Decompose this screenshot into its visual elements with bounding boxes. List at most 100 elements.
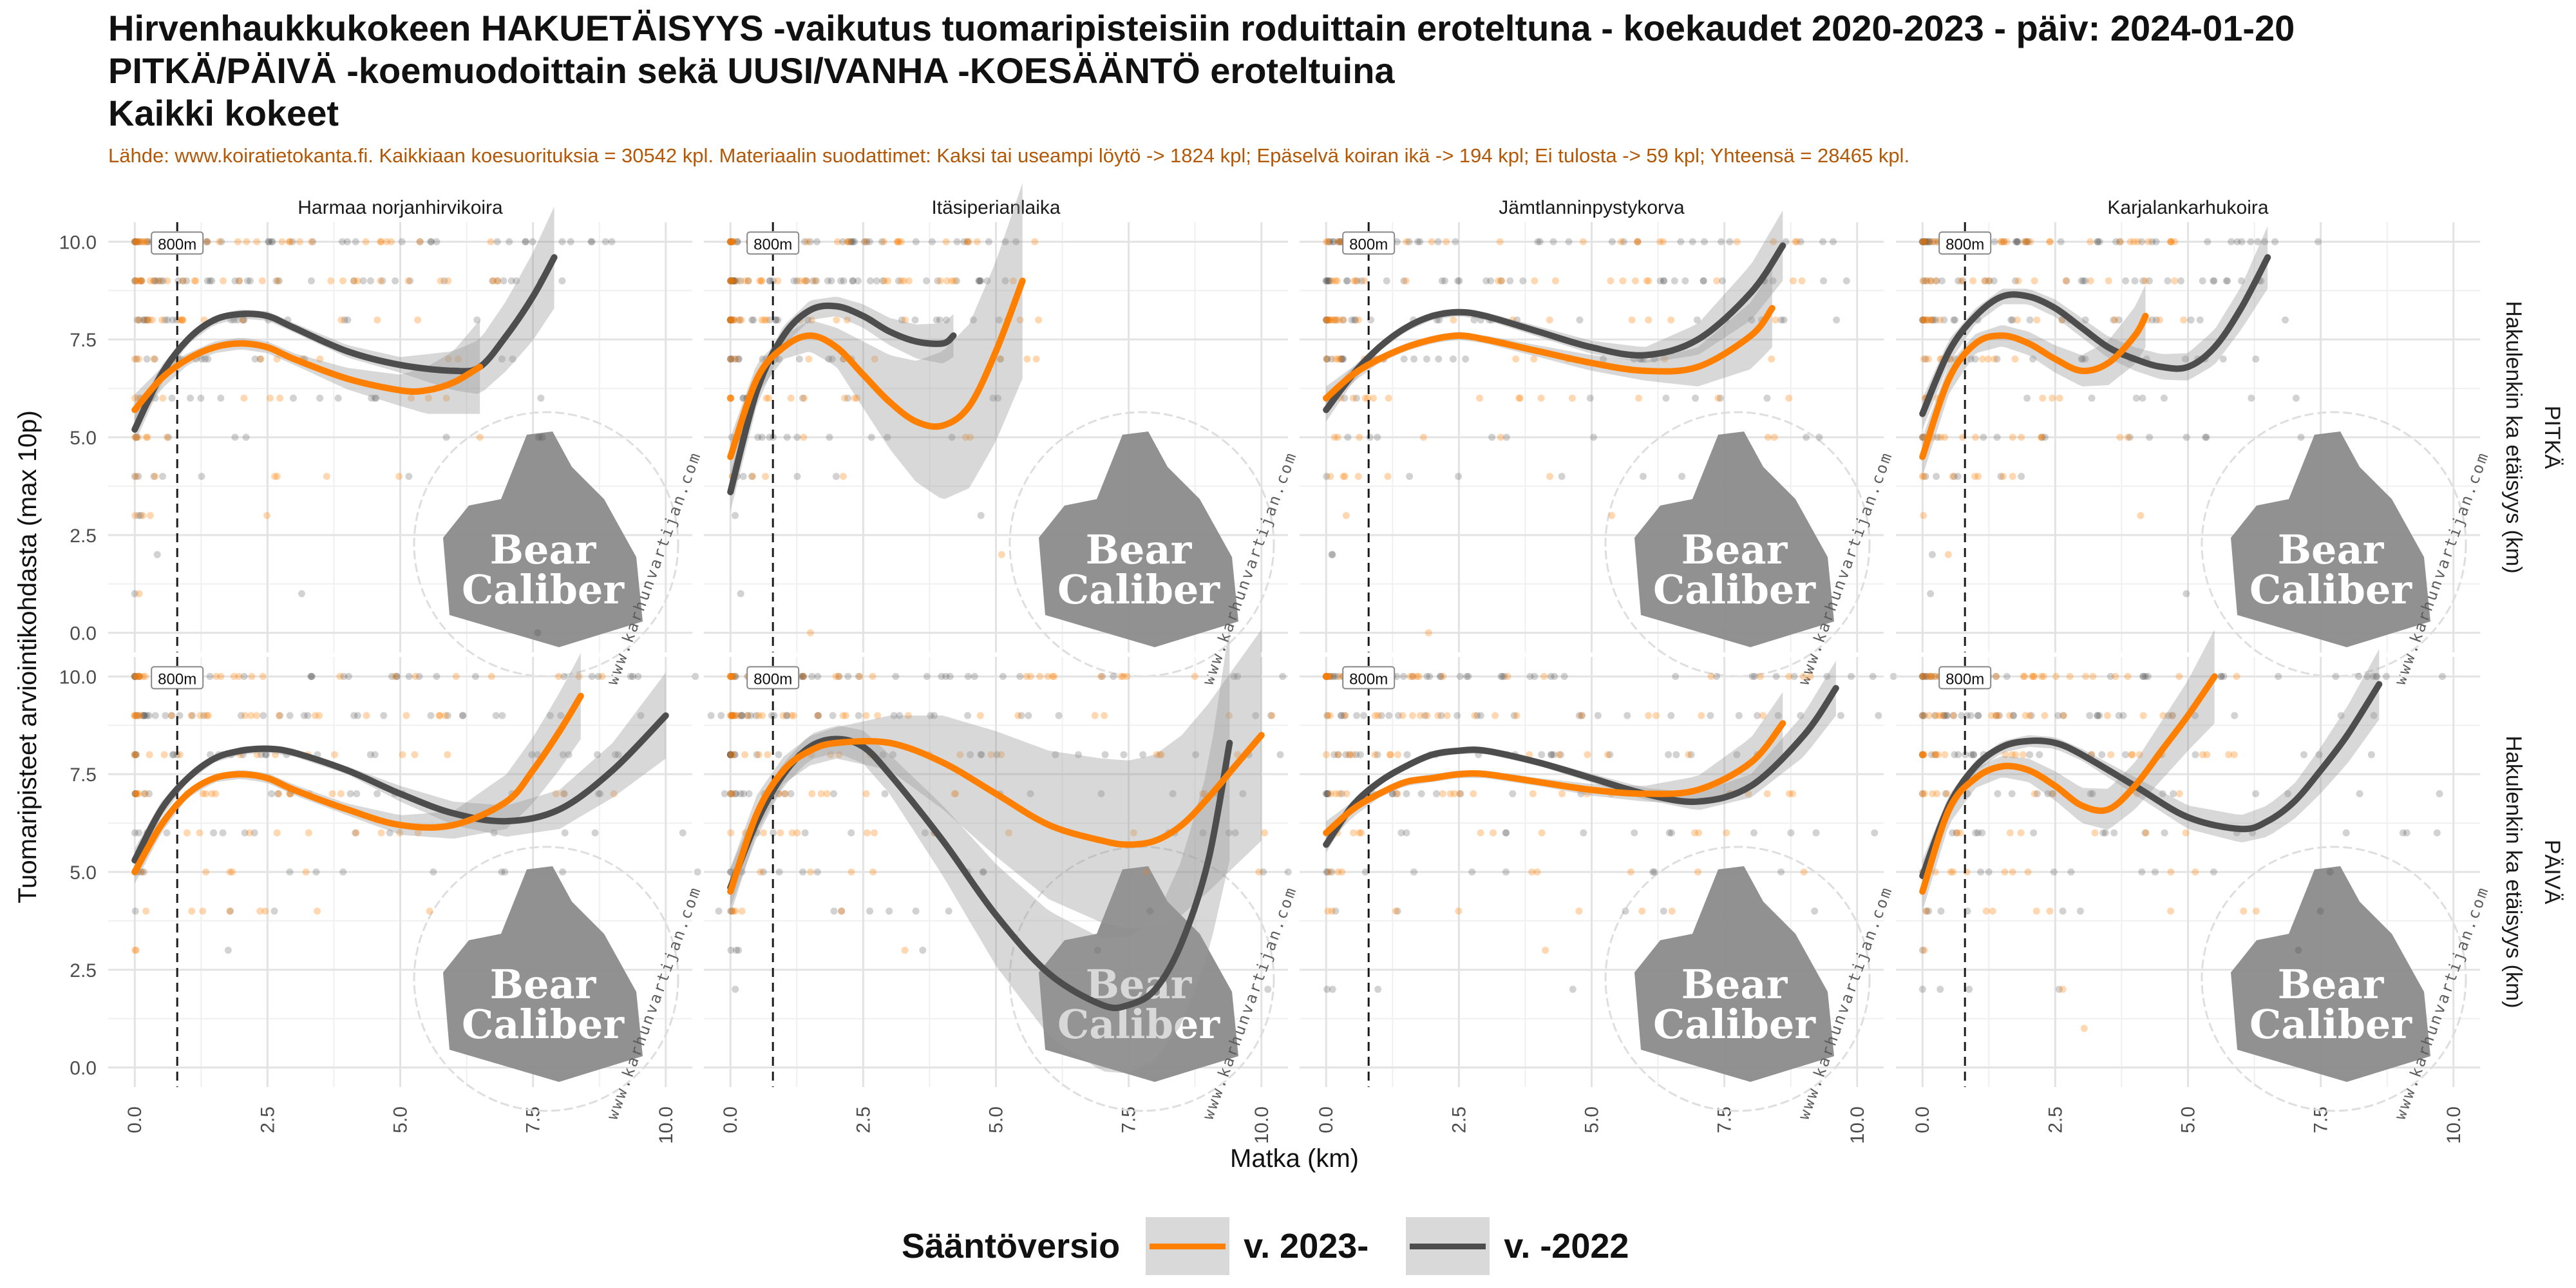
data-point-new [2020,672,2027,680]
data-point-new [839,473,847,480]
data-point-new [2192,868,2199,876]
data-point-new [1342,511,1350,519]
data-point-old [737,790,744,798]
data-point-old [730,277,737,285]
data-point-new [1394,751,1401,759]
data-point-old [528,751,536,759]
data-point-new [414,829,422,837]
data-point-old [1397,829,1405,837]
data-point-old [1470,316,1478,324]
data-point-new [2017,829,2025,837]
data-point-old [1333,672,1341,680]
data-point-new [2008,751,2016,759]
data-point-new [727,238,735,245]
data-point-new [2225,751,2233,759]
data-point-new [1926,712,1933,719]
data-point-old [2018,473,2025,480]
data-point-old [772,316,779,324]
data-point-new [132,790,140,798]
data-point-new [1918,751,1926,759]
data-point-new [1384,473,1392,480]
data-point-old [1322,672,1330,680]
data-point-new [2013,316,2021,324]
data-point-new [1504,672,1511,680]
chart-title-line-2: PITKÄ/PÄIVÄ -koemuodoittain sekä UUSI/VA… [108,50,1395,91]
data-point-new [1031,238,1039,245]
data-point-old [405,473,413,480]
data-point-old [728,712,736,719]
reference-line-label: 800m [1349,670,1388,688]
data-point-old [1327,277,1334,285]
data-point-new [135,433,142,441]
data-point-new [402,712,410,719]
data-point-new [2049,394,2056,402]
data-point-old [2252,355,2260,363]
x-tick-label: 2.5 [2045,1106,2066,1133]
data-point-old [1819,238,1827,245]
data-point-new [897,277,905,285]
data-point-new [805,355,813,363]
data-point-old [1352,751,1360,759]
data-point-old [752,712,760,719]
data-point-old [854,277,862,285]
data-point-new [897,238,905,245]
data-point-old [717,712,725,719]
data-point-old [1366,433,1374,441]
data-point-old [889,751,897,759]
data-point-new [1931,751,1939,759]
data-point-old [131,790,139,798]
data-point-old [1933,473,1940,480]
data-point-new [135,790,142,798]
data-point-old [1374,985,1382,993]
data-point-old [2356,790,2363,798]
data-point-old [1099,672,1106,680]
data-point-old [498,868,506,876]
data-point-new [220,277,227,285]
data-point-old [1329,985,1336,993]
data-point-new [2128,751,2136,759]
data-point-old [1094,946,1101,954]
data-point-new [412,672,419,680]
data-point-new [1695,829,1703,837]
data-point-new [1993,672,2000,680]
data-point-new [1350,277,1358,285]
data-point-old [2094,712,2101,719]
data-point-old [1918,238,1926,245]
data-point-old [2254,238,2262,245]
data-point-old [2079,277,2087,285]
data-point-new [1049,672,1057,680]
data-point-old [1969,751,1977,759]
data-point-old [1606,751,1614,759]
data-point-old [2094,712,2101,719]
data-point-old [1464,672,1472,680]
data-point-old [143,316,151,324]
data-point-old [2000,238,2007,245]
data-point-new [178,316,185,324]
data-point-new [239,316,247,324]
data-point-new [1584,751,1591,759]
data-point-new [1332,277,1340,285]
data-point-old [629,672,637,680]
data-point-old [2191,712,2199,719]
data-point-new [884,277,892,285]
data-point-old [1410,355,1418,363]
data-point-new [2159,712,2167,719]
y-tick-label: 10.0 [59,667,97,688]
data-point-new [1339,316,1347,324]
data-point-new [1792,238,1799,245]
data-point-old [1971,355,1979,363]
data-point-new [243,238,251,245]
data-point-new [808,316,815,324]
data-point-old [977,277,985,285]
data-point-new [1354,316,1362,324]
data-point-new [278,238,286,245]
data-point-new [1428,238,1435,245]
data-point-old [726,277,734,285]
data-point-new [1920,790,1928,798]
data-point-new [285,238,293,245]
data-point-new [741,751,749,759]
data-point-old [1454,277,1462,285]
data-point-old [2049,790,2056,798]
x-tick-label: 10.0 [1847,1106,1868,1144]
